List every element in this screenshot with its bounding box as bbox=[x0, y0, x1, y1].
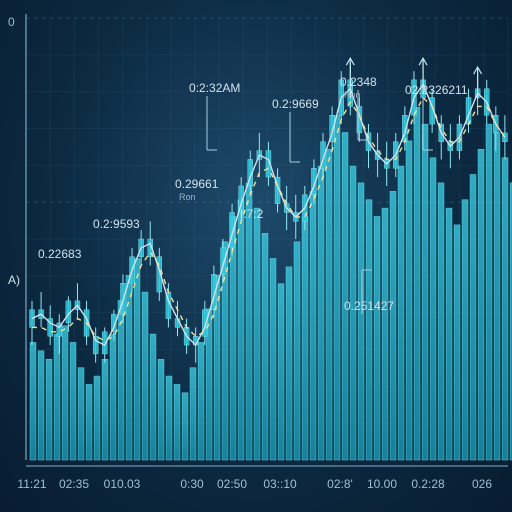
callout-value: 0.2:9669 bbox=[272, 97, 319, 111]
y-label-top: 0 bbox=[8, 15, 15, 29]
financial-chart: 00:2:32AM0.2:96690.2348Ron02:23262110.29… bbox=[0, 0, 512, 512]
callout-value: 02:2326211 bbox=[405, 83, 468, 97]
price-callout: 0.2:9593 bbox=[93, 217, 140, 231]
volume-bar bbox=[182, 393, 188, 460]
volume-bar bbox=[110, 334, 116, 460]
price-callout: 0.2:9669 bbox=[272, 97, 319, 162]
up-arrow-icon bbox=[474, 67, 482, 99]
volume-bar bbox=[438, 183, 444, 460]
volume-bar bbox=[158, 359, 164, 460]
volume-bar bbox=[486, 124, 492, 460]
y-axis-labels: 0 bbox=[8, 15, 15, 29]
callout-value: 0.29661 bbox=[175, 177, 219, 191]
x-axis-label: 02:50 bbox=[217, 477, 247, 491]
volume-bar bbox=[494, 132, 500, 460]
volume-bar bbox=[430, 158, 436, 460]
x-axis-label: 0:30 bbox=[180, 477, 204, 491]
callout-value: 0.2348 bbox=[340, 75, 377, 89]
volume-bar bbox=[406, 141, 412, 460]
volume-bar bbox=[358, 183, 364, 460]
price-callout: 0.29661Ron bbox=[175, 177, 219, 202]
volume-bar bbox=[86, 384, 92, 460]
volume-bar bbox=[462, 200, 468, 460]
volume-bar bbox=[62, 326, 68, 460]
x-axis-label: 010.03 bbox=[104, 477, 141, 491]
price-callout: 0:2:32AM bbox=[189, 81, 240, 150]
volume-bar bbox=[102, 359, 108, 460]
volume-bar bbox=[70, 342, 76, 460]
volume-bar bbox=[142, 292, 148, 460]
volume-bar bbox=[230, 216, 236, 460]
price-callout: 0.22683 bbox=[38, 247, 82, 261]
callout-value: 0.22683 bbox=[38, 247, 82, 261]
volume-bar bbox=[78, 368, 84, 460]
volume-bar bbox=[166, 376, 172, 460]
x-axis-label: 026 bbox=[472, 477, 492, 491]
price-callout: A) bbox=[8, 273, 20, 287]
volume-bar bbox=[286, 267, 292, 460]
volume-bar bbox=[262, 233, 268, 460]
chart-svg: 00:2:32AM0.2:96690.2348Ron02:23262110.29… bbox=[0, 0, 512, 512]
volume-bar bbox=[478, 149, 484, 460]
x-axis-label: 03::10 bbox=[263, 477, 297, 491]
volume-bar bbox=[390, 191, 396, 460]
volume-bar bbox=[198, 342, 204, 460]
volume-bar bbox=[94, 376, 100, 460]
volume-bar bbox=[38, 351, 44, 460]
volume-bar bbox=[270, 258, 276, 460]
x-axis-label: 11:21 bbox=[17, 477, 46, 491]
volume-bar bbox=[446, 208, 452, 460]
volume-bar bbox=[294, 242, 300, 460]
callout-value: A) bbox=[8, 273, 20, 287]
volume-bar bbox=[382, 208, 388, 460]
volume-bar bbox=[422, 124, 428, 460]
callout-sublabel: Ron bbox=[179, 192, 196, 202]
callout-value: 0.2:9593 bbox=[93, 217, 140, 231]
callout-value: I.7:2 bbox=[240, 207, 264, 221]
volume-bar bbox=[150, 334, 156, 460]
callout-value: 0.251427 bbox=[344, 299, 394, 313]
volume-bar bbox=[470, 174, 476, 460]
volume-bar bbox=[30, 342, 36, 460]
volume-bar bbox=[326, 149, 332, 460]
x-axis-label: 02:8' bbox=[327, 477, 353, 491]
volume-bar bbox=[118, 300, 124, 460]
volume-bar bbox=[238, 200, 244, 460]
volume-bar bbox=[174, 384, 180, 460]
volume-bar bbox=[278, 284, 284, 460]
x-axis-label: 10.00 bbox=[367, 477, 397, 491]
volume-bar bbox=[246, 183, 252, 460]
volume-bar bbox=[134, 258, 140, 460]
volume-bar bbox=[502, 158, 508, 460]
volume-bar bbox=[414, 107, 420, 460]
volume-bar bbox=[310, 191, 316, 460]
volume-bar bbox=[190, 368, 196, 460]
volume-bar bbox=[318, 166, 324, 460]
volume-bar bbox=[374, 216, 380, 460]
volume-bar bbox=[254, 208, 260, 460]
volume-bar bbox=[454, 225, 460, 460]
volume-bar bbox=[302, 216, 308, 460]
volume-bar bbox=[366, 200, 372, 460]
x-axis-labels: 11:21 02:35 010.03 0:30 02:50 03::10 02:8' 10.0… bbox=[17, 477, 492, 491]
x-axis-label: 0.2:28 bbox=[411, 477, 445, 491]
x-axis-label: 02:35 bbox=[59, 477, 89, 491]
volume-bar bbox=[398, 166, 404, 460]
volume-bar bbox=[46, 359, 52, 460]
callout-value: 0:2:32AM bbox=[189, 81, 240, 95]
price-callout: I.7:2 bbox=[240, 207, 264, 221]
volume-bar bbox=[334, 116, 340, 460]
callout-sublabel: Ron bbox=[344, 90, 361, 100]
volume-bar bbox=[342, 132, 348, 460]
volume-bar bbox=[350, 166, 356, 460]
